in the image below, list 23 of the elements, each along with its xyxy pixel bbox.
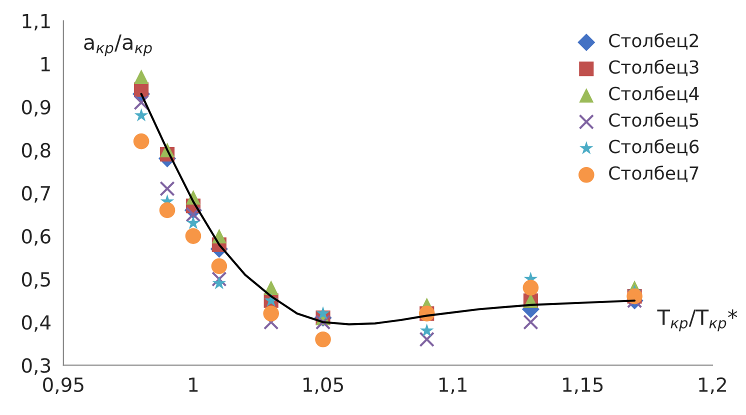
legend-label: Столбец3 [609, 60, 698, 76]
y-tick-label: 0,7 [22, 186, 50, 203]
x-tick-label: 1,1 [439, 378, 466, 394]
y-tick-label: 0,5 [22, 272, 50, 289]
y-axis-title: a$_{кр}$/a$_{кр}$ [84, 34, 152, 56]
legend-label: Столбец5 [609, 112, 698, 130]
legend-label: Столбец7 [609, 166, 698, 182]
x-tick-label: 1 [189, 378, 198, 392]
x-tick-label: 1,2 [699, 377, 726, 394]
y-tick-label: 0,8 [22, 142, 50, 160]
x-tick-label: 0,95 [43, 377, 84, 394]
y-tick-label: 0,6 [22, 228, 50, 246]
x-tick-label: 1,05 [304, 377, 343, 394]
legend-label: Столбец2 [609, 33, 698, 50]
x-axis-title: T$_{кр}$/T$_{кр}$* [657, 309, 738, 332]
legend-label: Столбец4 [609, 86, 699, 103]
y-tick-label: 1 [41, 57, 50, 72]
y-tick-label: 0,9 [22, 100, 50, 117]
legend-label: Столбец6 [609, 139, 699, 156]
y-tick-label: 1,1 [22, 14, 50, 30]
y-tick-label: 0,3 [22, 358, 50, 375]
x-tick-label: 1,15 [563, 378, 603, 394]
y-tick-label: 0,4 [22, 315, 51, 332]
